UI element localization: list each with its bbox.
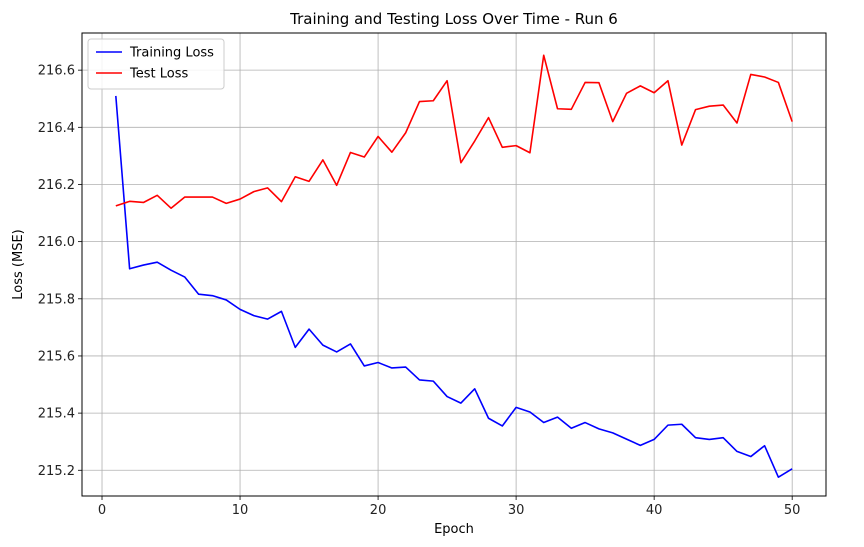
- series-line-test-loss: [115, 54, 793, 209]
- x-axis-title: Epoch: [434, 522, 474, 537]
- y-tick-label: 216.6: [38, 64, 75, 79]
- x-tick-label: 20: [370, 503, 387, 518]
- x-tick-label: 50: [784, 503, 801, 518]
- x-tick-label: 0: [98, 503, 106, 518]
- legend: Training Loss Test Loss: [87, 38, 225, 90]
- axis-ticks: 0 10 20 30 40 50 215.2 215.4 215.6 215.8 216.0 216.…: [38, 64, 801, 518]
- y-tick-label: 215.8: [38, 292, 75, 307]
- legend-label-training-loss: Training Loss: [129, 46, 214, 61]
- y-tick-label: 215.6: [38, 349, 75, 364]
- grid-lines: [82, 33, 826, 496]
- y-tick-label: 215.4: [38, 407, 75, 422]
- series-line-training-loss: [115, 95, 793, 478]
- y-tick-label: 215.2: [38, 464, 75, 479]
- y-tick-label: 216.0: [38, 235, 75, 250]
- y-tick-label: 216.2: [38, 178, 75, 193]
- y-tick-label: 216.4: [38, 121, 75, 136]
- x-tick-label: 30: [508, 503, 525, 518]
- x-tick-label: 40: [646, 503, 663, 518]
- legend-label-test-loss: Test Loss: [129, 67, 188, 82]
- x-tick-label: 10: [232, 503, 249, 518]
- chart-title: Training and Testing Loss Over Time - Ru…: [289, 10, 618, 28]
- y-axis-title: Loss (MSE): [11, 229, 26, 299]
- series-lines: [115, 54, 793, 478]
- plot-area-frame: [81, 32, 827, 497]
